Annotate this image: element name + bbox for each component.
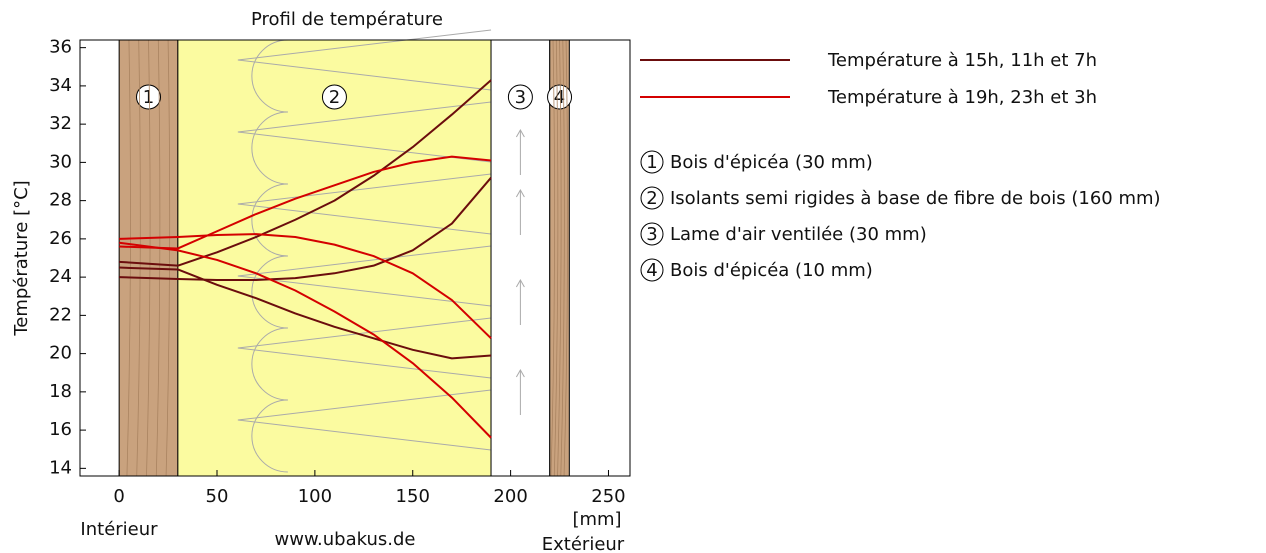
layer <box>177 39 492 477</box>
y-axis-label: Température [°C] <box>11 180 32 336</box>
wood-grain <box>136 39 141 477</box>
wood-grain <box>560 39 565 477</box>
legend-label: Température à 19h, 23h et 3h <box>827 87 1097 108</box>
air-arrow-head <box>515 368 525 378</box>
layer-legend-circle <box>640 150 664 174</box>
plot-frame <box>79 39 631 477</box>
insulation-pattern <box>251 327 288 401</box>
layer-legend-label: Isolants semi rigides à base de fibre de… <box>670 188 1161 209</box>
insulation-pattern <box>251 183 288 257</box>
layer-number-circle <box>321 84 347 110</box>
legend-label: Température à 15h, 11h et 7h <box>827 50 1097 71</box>
temperature-curve <box>119 177 492 281</box>
x-tick-label: 50 <box>206 486 229 507</box>
wood-grain <box>126 39 131 477</box>
wood-grain <box>155 39 161 477</box>
layer-legend-label: Lame d'air ventilée (30 mm) <box>670 224 927 245</box>
insulation-pattern <box>251 111 288 185</box>
layer-legend-label: Bois d'épicéa (30 mm) <box>670 152 873 173</box>
source: www.ubakus.de <box>275 529 416 550</box>
air-arrow-head <box>515 188 525 198</box>
layer-legend-number: 4 <box>646 260 657 281</box>
x-tick-label: 200 <box>493 486 527 507</box>
layer-number: 1 <box>143 87 154 108</box>
y-tick-label: 22 <box>49 304 72 325</box>
layer-legend-number: 2 <box>646 188 657 209</box>
layer-legend-number: 3 <box>646 224 657 245</box>
wood-grain <box>563 39 569 477</box>
layer-legend-label: Bois d'épicéa (10 mm) <box>670 260 873 281</box>
layer-number-circle <box>507 84 533 110</box>
temperature-curve <box>119 233 492 340</box>
x-tick-label: 100 <box>298 486 332 507</box>
y-tick-label: 28 <box>49 190 72 211</box>
layer-legend-circle <box>640 258 664 282</box>
insulation-pattern <box>237 245 492 307</box>
y-tick-label: 18 <box>49 381 72 402</box>
layer-number: 4 <box>554 87 565 108</box>
layer-legend-circle <box>640 222 664 246</box>
wood-grain <box>557 39 562 477</box>
x-axis-unit: [mm] <box>572 509 621 530</box>
x-tick-label: 250 <box>591 486 625 507</box>
wood-grain <box>165 39 171 477</box>
temperature-curve <box>119 241 492 439</box>
air-arrow-head <box>515 278 525 288</box>
insulation-pattern <box>251 39 288 113</box>
insulation-pattern <box>251 255 288 329</box>
insulation-pattern <box>237 389 492 451</box>
y-tick-label: 36 <box>49 37 72 58</box>
layer-legend-number: 1 <box>646 152 657 173</box>
insulation-pattern <box>237 317 492 379</box>
chart-title: Profil de température <box>251 9 443 30</box>
insulation-pattern <box>251 399 288 473</box>
wood-grain <box>553 39 559 477</box>
y-tick-label: 24 <box>49 266 72 287</box>
temperature-curve <box>119 79 492 267</box>
layer-legend-circle <box>640 186 664 210</box>
outside-label: Extérieur <box>542 534 625 553</box>
temperature-curve <box>119 155 492 250</box>
y-tick-label: 26 <box>49 228 72 249</box>
x-tick-label: 150 <box>396 486 430 507</box>
layer-number-circle <box>136 84 162 110</box>
x-tick-label: 0 <box>113 486 124 507</box>
y-tick-label: 32 <box>49 113 72 134</box>
y-tick-label: 34 <box>49 75 72 96</box>
temperature-curve <box>119 266 492 360</box>
inside-label: Intérieur <box>80 519 158 540</box>
air-arrow-head <box>515 128 525 138</box>
y-tick-label: 14 <box>49 457 72 478</box>
y-tick-label: 16 <box>49 419 72 440</box>
wood-grain <box>146 39 151 477</box>
layer-number: 2 <box>329 87 340 108</box>
wood-grain <box>550 39 556 477</box>
y-tick-label: 20 <box>49 343 72 364</box>
y-tick-label: 30 <box>49 151 72 172</box>
insulation-pattern <box>237 173 492 235</box>
layer-number: 3 <box>515 87 526 108</box>
